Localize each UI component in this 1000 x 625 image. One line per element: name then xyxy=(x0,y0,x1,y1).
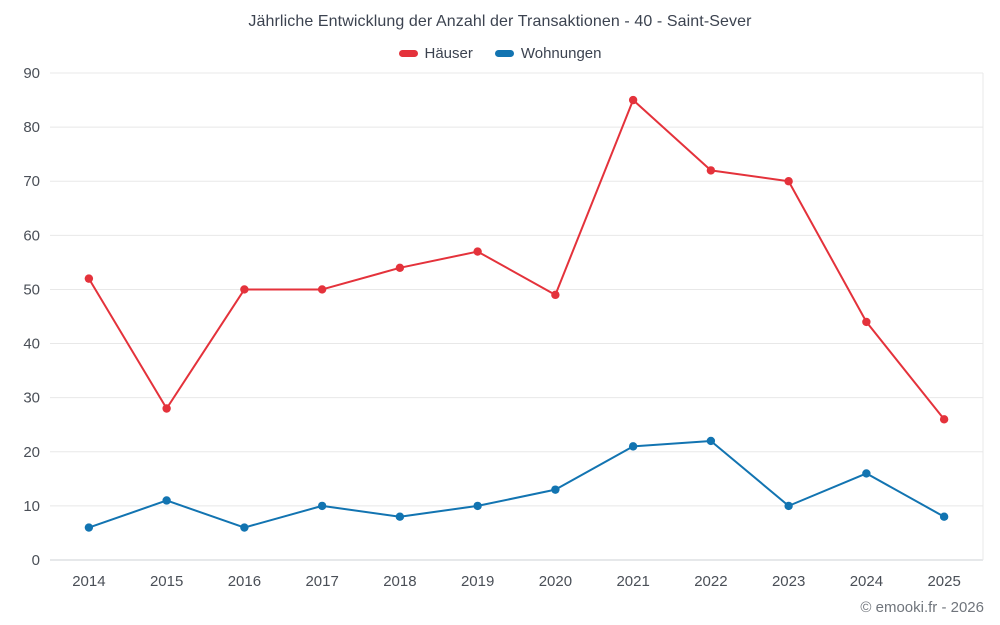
x-tick-label: 2018 xyxy=(383,573,416,590)
y-tick-label: 20 xyxy=(23,444,40,461)
x-tick-label: 2015 xyxy=(150,573,183,590)
data-point-marker[interactable] xyxy=(939,512,949,521)
x-tick-label: 2025 xyxy=(927,573,960,590)
data-point-marker[interactable] xyxy=(240,523,249,532)
data-point-marker[interactable] xyxy=(784,501,793,511)
series-line xyxy=(88,99,945,420)
legend-swatch-haeuser xyxy=(398,50,418,57)
y-tick-label: 10 xyxy=(23,498,40,515)
data-point-marker[interactable] xyxy=(862,317,871,327)
x-tick-label: 2024 xyxy=(850,573,883,590)
x-tick-label: 2023 xyxy=(772,573,805,590)
data-point-marker[interactable] xyxy=(706,166,716,175)
data-point-marker[interactable] xyxy=(706,436,716,446)
legend-label-haeuser: Häuser xyxy=(424,45,473,62)
legend-swatch-wohnungen xyxy=(494,50,514,57)
x-tick-label: 2019 xyxy=(461,573,494,590)
y-tick-label: 60 xyxy=(23,227,40,244)
data-point-marker[interactable] xyxy=(317,501,327,511)
data-point-marker[interactable] xyxy=(784,177,793,186)
y-tick-label: 50 xyxy=(23,281,40,298)
y-tick-label: 90 xyxy=(23,65,40,82)
data-point-marker[interactable] xyxy=(473,247,482,256)
x-tick-label: 2017 xyxy=(305,573,338,590)
series-line xyxy=(88,439,945,529)
legend-item-haeuser[interactable]: Häuser xyxy=(398,45,473,62)
y-tick-label: 80 xyxy=(23,119,40,136)
x-tick-label: 2020 xyxy=(539,573,572,590)
y-tick-label: 70 xyxy=(23,173,40,190)
data-point-marker[interactable] xyxy=(628,442,638,451)
data-point-marker[interactable] xyxy=(862,469,871,478)
chart-legend: Häuser Wohnungen xyxy=(0,45,1000,62)
x-tick-label: 2016 xyxy=(228,573,261,590)
x-tick-label: 2021 xyxy=(616,573,649,590)
y-tick-label: 30 xyxy=(23,390,40,407)
data-point-marker[interactable] xyxy=(628,95,638,105)
legend-item-wohnungen[interactable]: Wohnungen xyxy=(494,45,602,62)
y-tick-label: 40 xyxy=(23,336,40,353)
data-point-marker[interactable] xyxy=(84,523,94,532)
data-point-marker[interactable] xyxy=(551,485,560,494)
y-tick-label: 0 xyxy=(32,552,40,569)
data-point-marker[interactable] xyxy=(551,290,560,300)
data-point-marker[interactable] xyxy=(162,496,171,505)
data-point-marker[interactable] xyxy=(162,404,171,413)
data-point-marker[interactable] xyxy=(939,415,949,424)
x-tick-label: 2022 xyxy=(694,573,727,590)
x-tick-label: 2014 xyxy=(72,573,105,590)
data-point-marker[interactable] xyxy=(317,285,327,294)
chart-credit: © emooki.fr - 2026 xyxy=(860,599,984,616)
legend-label-wohnungen: Wohnungen xyxy=(520,45,602,62)
data-point-marker[interactable] xyxy=(395,263,405,272)
chart-title: Jährliche Entwicklung der Anzahl der Tra… xyxy=(248,13,752,30)
data-point-marker[interactable] xyxy=(240,285,249,294)
data-point-marker[interactable] xyxy=(84,274,94,283)
data-point-marker[interactable] xyxy=(395,512,405,521)
data-point-marker[interactable] xyxy=(473,501,482,511)
